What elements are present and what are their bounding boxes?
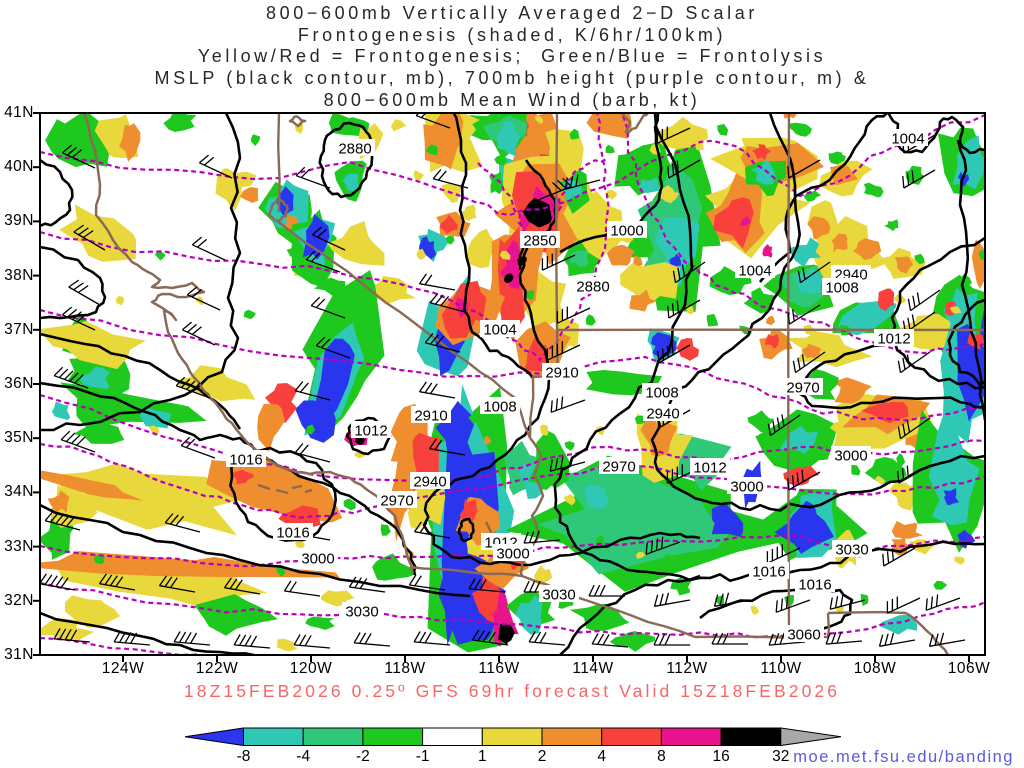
- svg-text:1016: 1016: [276, 525, 309, 542]
- svg-text:32: 32: [772, 748, 789, 765]
- svg-text:2850: 2850: [523, 233, 556, 250]
- svg-text:-4: -4: [296, 748, 310, 765]
- svg-text:1016: 1016: [798, 577, 831, 594]
- svg-text:1000: 1000: [610, 223, 643, 240]
- svg-text:16: 16: [712, 748, 729, 765]
- svg-text:3000: 3000: [834, 448, 867, 465]
- svg-text:3030: 3030: [345, 604, 378, 621]
- svg-text:3030: 3030: [835, 542, 868, 559]
- svg-text:2970: 2970: [602, 459, 635, 476]
- svg-text:8: 8: [657, 748, 666, 765]
- svg-text:1012: 1012: [354, 423, 387, 440]
- svg-text:1008: 1008: [483, 399, 516, 416]
- svg-text:4: 4: [597, 748, 606, 765]
- svg-text:2880: 2880: [576, 279, 609, 296]
- svg-text:1012: 1012: [693, 460, 726, 477]
- svg-text:2970: 2970: [380, 493, 413, 510]
- svg-text:2910: 2910: [414, 408, 447, 425]
- svg-text:2940: 2940: [646, 406, 679, 423]
- svg-text:3000: 3000: [730, 479, 763, 496]
- svg-text:2910: 2910: [545, 365, 578, 382]
- svg-text:2: 2: [538, 748, 547, 765]
- svg-text:1012: 1012: [877, 331, 910, 348]
- svg-text:1016: 1016: [752, 564, 785, 581]
- svg-text:-2: -2: [356, 748, 370, 765]
- svg-text:1004: 1004: [891, 131, 924, 148]
- svg-text:3060: 3060: [787, 627, 820, 644]
- svg-text:-8: -8: [237, 748, 251, 765]
- svg-text:1008: 1008: [825, 280, 858, 297]
- svg-text:1: 1: [478, 748, 487, 765]
- svg-text:2970: 2970: [786, 380, 819, 397]
- svg-text:1016: 1016: [229, 452, 262, 469]
- svg-text:3030: 3030: [542, 587, 575, 604]
- svg-text:1008: 1008: [645, 385, 678, 402]
- svg-text:2880: 2880: [338, 141, 371, 158]
- svg-text:1004: 1004: [738, 263, 771, 280]
- svg-text:1004: 1004: [483, 322, 516, 339]
- svg-text:3000: 3000: [301, 551, 334, 568]
- svg-text:3000: 3000: [496, 546, 529, 563]
- svg-text:-1: -1: [416, 748, 430, 765]
- svg-text:2940: 2940: [413, 474, 446, 491]
